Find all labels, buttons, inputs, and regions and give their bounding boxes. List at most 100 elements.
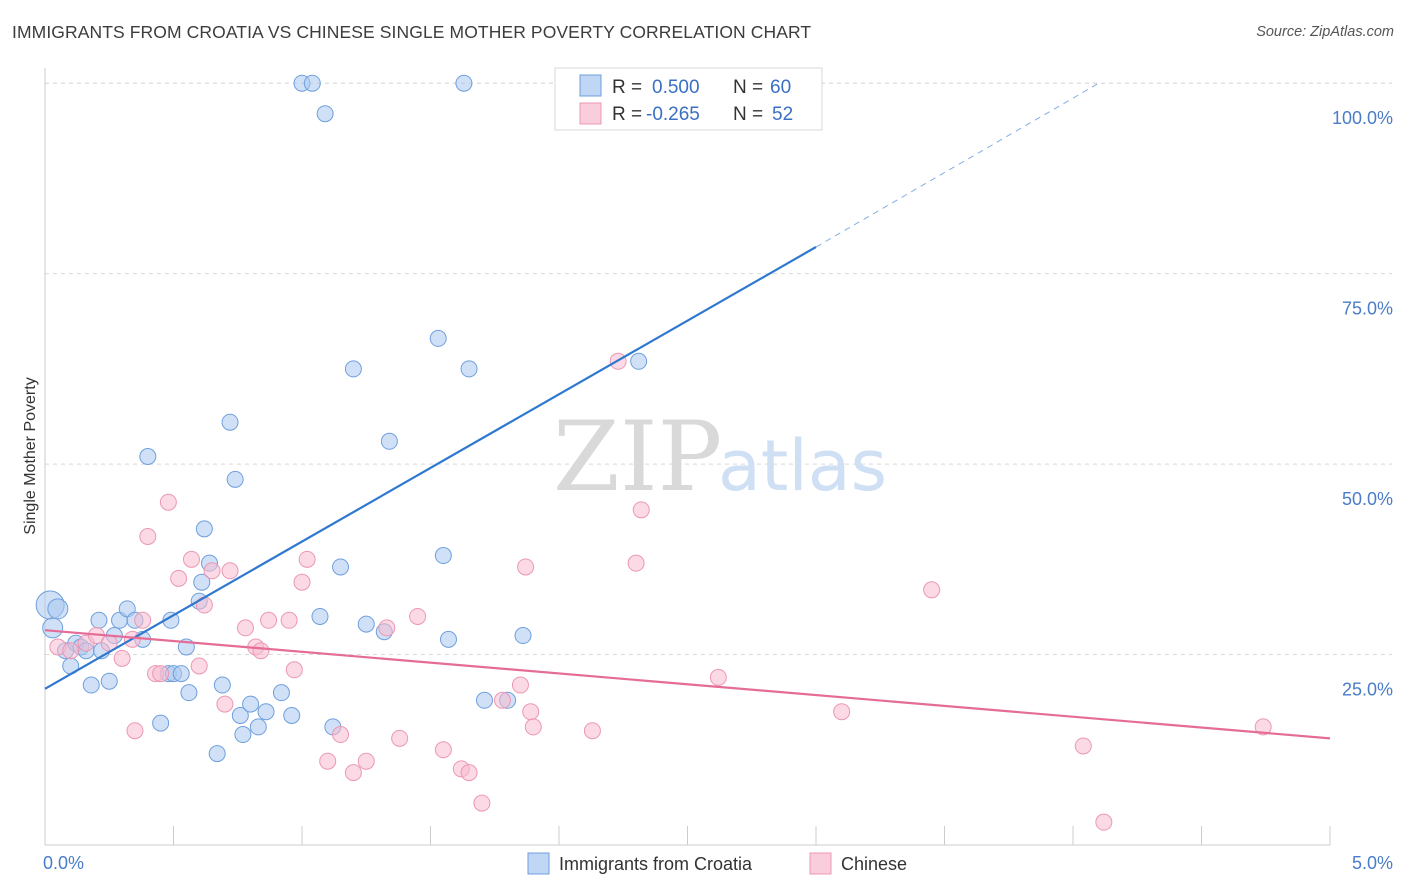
chinese-point <box>195 596 213 614</box>
croatia-point <box>249 718 267 736</box>
chinese-point <box>434 741 452 759</box>
croatia-point <box>139 448 157 465</box>
croatia-point <box>332 558 350 576</box>
chinese-point <box>203 562 221 580</box>
top-legend: R = 0.500 N = 60 R = -0.265 N = 52 <box>554 67 823 131</box>
chinese-point <box>62 642 80 660</box>
y-tick-label: 100.0% <box>1332 108 1393 128</box>
chinese-point <box>493 691 511 709</box>
croatia-point <box>434 547 452 565</box>
chinese-point <box>285 661 303 679</box>
chinese-point <box>216 695 234 713</box>
croatia-point <box>357 615 375 633</box>
bottom-legend-chinese: Chinese <box>841 854 907 874</box>
chinese-point <box>293 573 311 591</box>
chinese-point <box>252 642 270 660</box>
croatia-point <box>455 74 473 92</box>
chinese-point <box>170 569 188 587</box>
chinese-point <box>709 668 727 686</box>
watermark: ZIP atlas <box>553 401 887 513</box>
chinese-point <box>344 764 362 782</box>
croatia-point <box>380 432 398 450</box>
croatia-point <box>460 360 478 378</box>
chinese-point <box>409 607 427 625</box>
grid-lines <box>45 82 1392 656</box>
croatia-point <box>82 676 100 694</box>
legend-swatch-chinese <box>579 102 602 125</box>
trend-lines <box>44 82 1331 740</box>
croatia-point <box>439 630 457 648</box>
croatia-point <box>100 672 118 690</box>
croatia-point <box>221 413 239 431</box>
trend-line-chinese <box>44 629 1331 740</box>
croatia-point <box>226 470 244 488</box>
chinese-point <box>517 558 535 576</box>
croatia-point <box>42 617 64 639</box>
croatia-point <box>514 627 532 645</box>
chinese-point <box>280 611 298 629</box>
chinese-point <box>190 657 208 675</box>
chart-source: Source: ZipAtlas.com <box>1256 24 1394 40</box>
chinese-point <box>1095 813 1113 831</box>
chinese-point <box>391 729 409 747</box>
bottom-legend: Immigrants from Croatia Chinese <box>527 852 907 875</box>
chinese-point <box>260 611 278 629</box>
croatia-point <box>234 726 252 744</box>
chinese-point <box>159 493 177 511</box>
chinese-point <box>511 676 529 694</box>
chinese-point <box>473 794 491 812</box>
watermark-atlas: atlas <box>718 425 887 507</box>
croatia-point <box>152 714 170 732</box>
chinese-point <box>221 562 239 580</box>
croatia-point <box>208 745 226 763</box>
legend-n-value-chinese: 52 <box>772 104 793 125</box>
croatia-point <box>242 695 260 713</box>
chinese-point <box>522 703 540 721</box>
trend-line-croatia <box>44 246 817 690</box>
chinese-point <box>378 619 396 637</box>
axes <box>44 68 1331 846</box>
legend-r-label-chinese: R = <box>612 104 642 125</box>
legend-n-label-chinese: N = <box>733 104 763 125</box>
croatia-point <box>311 607 329 625</box>
chinese-point <box>357 752 375 770</box>
croatia-point <box>475 691 493 709</box>
trend-line-croatia-extension <box>815 82 1099 248</box>
croatia-point <box>429 329 447 347</box>
croatia-point <box>172 665 190 683</box>
chinese-point <box>139 527 157 545</box>
chinese-point <box>583 722 601 740</box>
chinese-point <box>627 554 645 572</box>
chinese-point <box>126 722 144 740</box>
chinese-point <box>833 703 851 721</box>
bottom-legend-swatch-chinese <box>809 852 832 875</box>
chinese-point <box>460 764 478 782</box>
chinese-point <box>1254 718 1272 736</box>
croatia-point <box>316 105 334 123</box>
chinese-point <box>524 718 542 736</box>
chinese-point <box>923 581 941 599</box>
legend-r-value-chinese: -0.265 <box>646 104 700 125</box>
bottom-legend-croatia: Immigrants from Croatia <box>559 854 753 874</box>
legend-r-label-croatia: R = <box>612 77 642 98</box>
x-tick-label-min: 0.0% <box>43 853 84 873</box>
chinese-point <box>152 665 170 683</box>
croatia-point <box>193 573 211 591</box>
croatia-point <box>257 703 275 721</box>
chinese-point <box>1074 737 1092 755</box>
chinese-point <box>298 550 316 568</box>
croatia-point <box>90 611 108 629</box>
croatia-point <box>195 520 213 538</box>
chinese-point <box>332 726 350 744</box>
chinese-point <box>134 611 152 629</box>
chart-title: IMMIGRANTS FROM CROATIA VS CHINESE SINGL… <box>12 22 812 42</box>
legend-swatch-croatia <box>579 74 602 97</box>
croatia-point <box>630 352 648 370</box>
legend-n-label-croatia: N = <box>733 77 763 98</box>
croatia-point <box>283 707 301 724</box>
y-tick-labels: 25.0% 50.0% 75.0% 100.0% <box>1332 108 1393 699</box>
croatia-point <box>47 598 69 620</box>
chinese-point <box>236 619 254 637</box>
croatia-point <box>180 684 198 702</box>
croatia-point <box>231 707 249 724</box>
